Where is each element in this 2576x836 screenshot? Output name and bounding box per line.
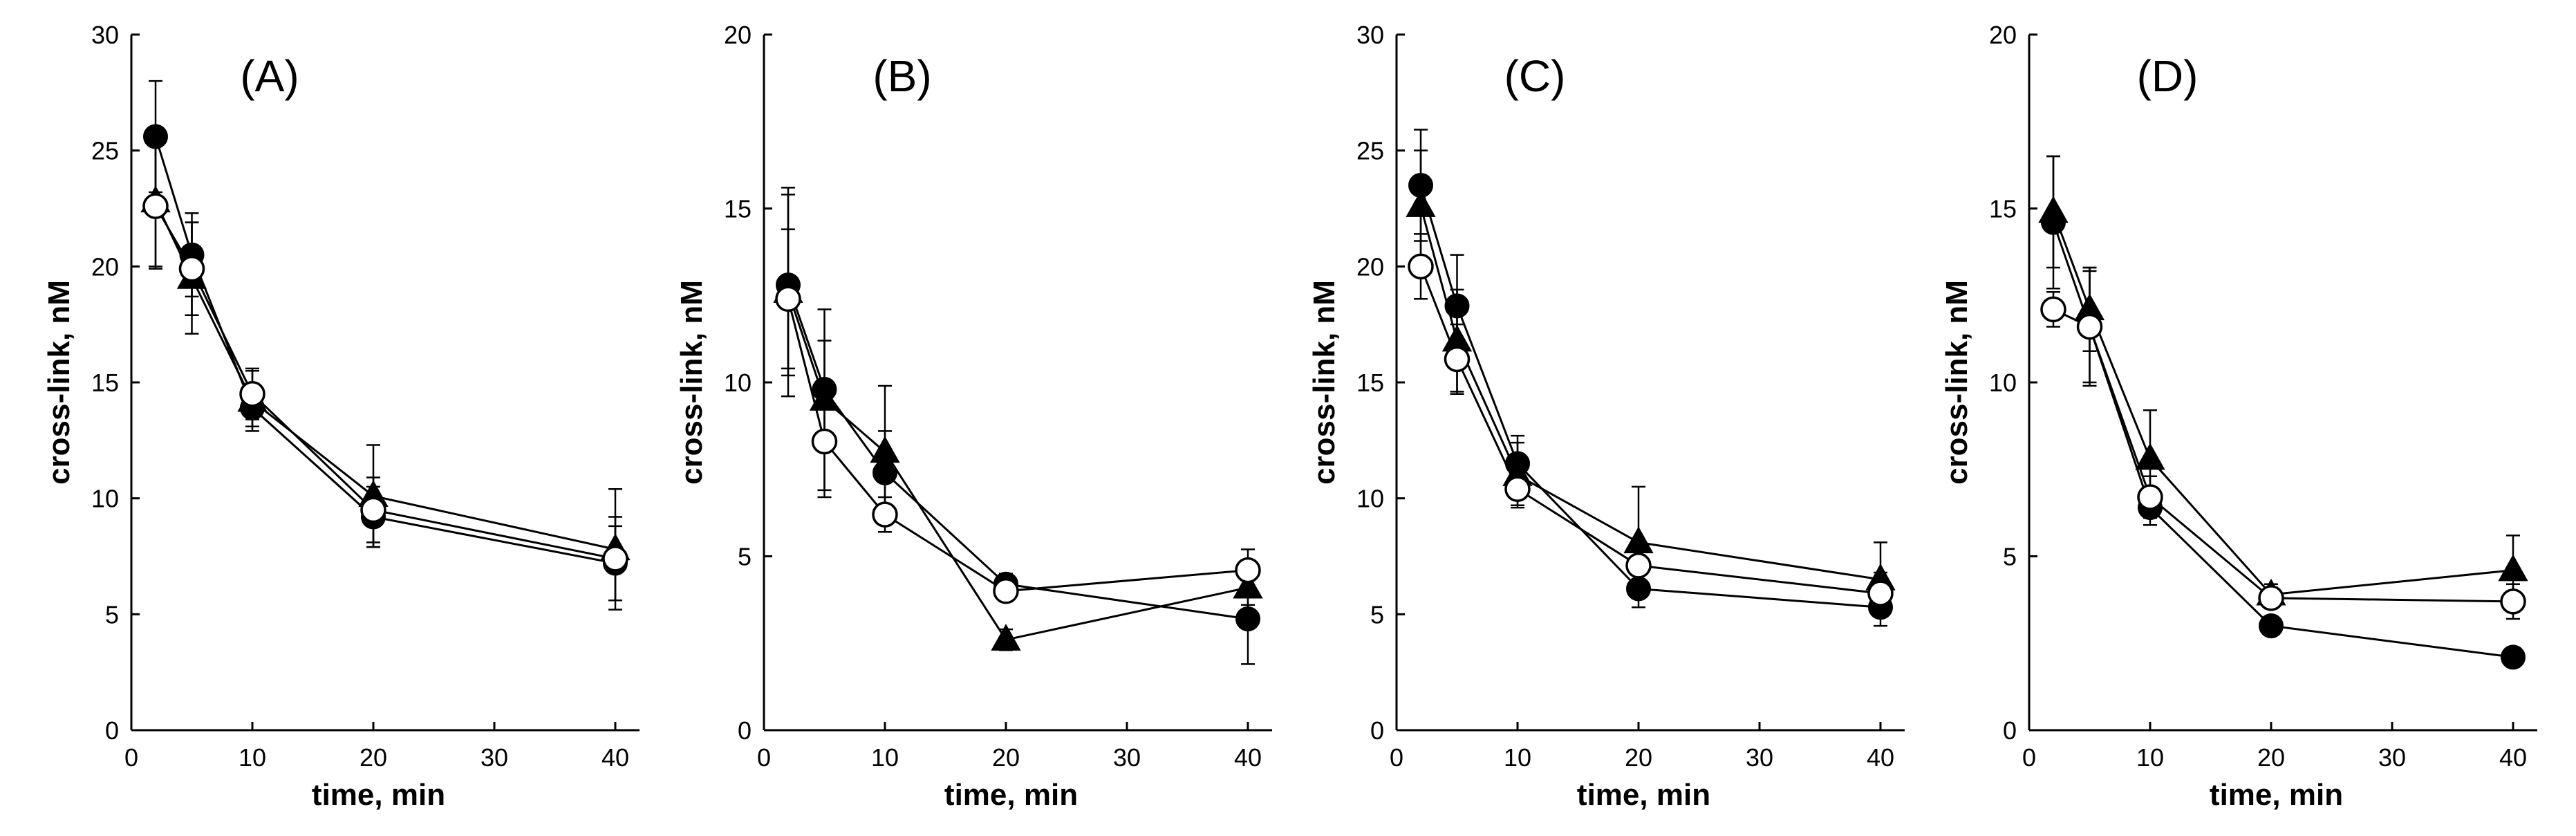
panel-c-filled-triangle-point: [1406, 190, 1436, 217]
panel-b-x-axis-title: time, min: [944, 778, 1078, 812]
panel-c-y-tick-label: 20: [1356, 252, 1384, 281]
panel-c-open-circle-point: [1408, 253, 1434, 280]
panel-b-y-tick-label: 10: [724, 369, 752, 397]
panel-c-y-tick-label: 25: [1356, 137, 1384, 165]
panel-c-x-tick-label: 0: [1390, 743, 1403, 772]
panel-c-x-axis-title: time, min: [1577, 778, 1710, 812]
panel-b-x-tick-label: 10: [871, 743, 899, 772]
panel-d-x-tick-label: 10: [2136, 743, 2164, 772]
panel-b-open-circle-point: [775, 286, 801, 313]
panel-d-y-tick-label: 20: [1989, 21, 2017, 49]
panel-b-y-tick-label: 20: [724, 21, 752, 49]
panel-d-filled-triangle-point: [2498, 554, 2528, 582]
panel-a-x-tick-label: 40: [601, 743, 629, 772]
panel-c-open-circle-point: [1444, 346, 1471, 373]
panel-b-y-tick-label: 15: [724, 195, 752, 223]
panel-a-title: (A): [240, 51, 299, 101]
panel-b-x-tick-label: 30: [1113, 743, 1141, 772]
panel-d-y-tick-label: 5: [2003, 543, 2017, 571]
panel-d-filled-circle-point: [2259, 613, 2284, 639]
panel-b-open-circle-point: [811, 428, 838, 455]
panel-b-open-circle-point: [1235, 557, 1261, 584]
panel-b-y-tick-label: 0: [738, 716, 752, 745]
panel-b-filled-circle-line: [787, 284, 1249, 620]
panel-a-open-circle-point: [602, 546, 628, 572]
panel-c-x-tick-label: 10: [1504, 743, 1531, 772]
panel-c-y-tick-label: 5: [1370, 600, 1384, 629]
panel-a-y-tick-label: 25: [91, 137, 119, 165]
panel-d-filled-circle-line: [2052, 222, 2514, 658]
panel-c-y-tick-label: 0: [1370, 716, 1384, 745]
panel-d-x-tick-label: 30: [2378, 743, 2406, 772]
panel-c: 0 5 10 15 20 25 30 0 10 20 30 40 time, min cross-link…: [1307, 21, 1905, 812]
panel-d-y-axis-title: cross-link, nM: [1940, 280, 1974, 485]
panel-d: 0 5 10 15 20 0 10 20 30 40 time, min cross-link, nM…: [1940, 21, 2537, 812]
panel-a-x-axis-title: time, min: [312, 778, 445, 812]
panel-b-filled-triangle-point: [991, 624, 1021, 651]
panel-a-open-circle-point: [142, 193, 169, 219]
panel-d-open-circle-point: [2500, 588, 2526, 615]
panel-d-filled-triangle-point: [2135, 443, 2165, 470]
panel-a-y-axis-title: cross-link, nM: [42, 280, 76, 485]
panel-d-filled-triangle-point: [2038, 196, 2069, 223]
panel-d-x-axis-title: time, min: [2210, 778, 2343, 812]
panel-c-open-circle-point: [1504, 476, 1531, 503]
panel-a: 0 5 10 15 20 25 30 0 10 20 30 40 time, min cross-link…: [42, 21, 640, 812]
panel-a-x-tick-label: 20: [360, 743, 387, 772]
panel-c-open-circle-point: [1625, 552, 1652, 579]
panel-a-y-tick-label: 5: [105, 600, 119, 629]
panel-b-title: (B): [872, 51, 931, 101]
panel-a-y-tick-label: 15: [91, 369, 119, 397]
panel-b-y-axis-title: cross-link, nM: [675, 280, 709, 485]
panel-a-open-circle-point: [239, 381, 265, 407]
panel-a-x-tick-label: 10: [239, 743, 266, 772]
panel-b-filled-circle-point: [1235, 606, 1260, 632]
panel-b-y-tick-label: 5: [738, 543, 752, 571]
panel-d-open-circle-point: [2137, 484, 2163, 510]
panel-d-filled-triangle-line: [2052, 212, 2514, 596]
panel-c-x-tick-label: 30: [1746, 743, 1773, 772]
panel-a-y-tick-label: 0: [105, 716, 119, 745]
panel-a-open-circle-point: [360, 496, 386, 523]
panel-a-x-tick-label: 30: [480, 743, 508, 772]
panel-a-y-tick-label: 20: [91, 252, 119, 281]
panel-a-open-circle-point: [178, 255, 205, 282]
panel-c-x-tick-label: 40: [1867, 743, 1894, 772]
panel-b-filled-triangle-point: [870, 436, 900, 463]
panel-c-y-tick-label: 30: [1356, 21, 1384, 49]
panel-a-x-tick-label: 0: [124, 743, 138, 772]
panel-c-y-tick-label: 10: [1356, 485, 1384, 513]
panel-b-x-tick-label: 20: [992, 743, 1020, 772]
panel-b: 0 5 10 15 20 0 10 20 30 40 time, min cross-link, nM…: [675, 21, 1272, 812]
panel-d-y-tick-label: 0: [2003, 716, 2017, 745]
panel-a-filled-triangle-line: [154, 201, 616, 550]
panel-c-y-axis-title: cross-link, nM: [1307, 280, 1341, 485]
panel-a-y-tick-label: 10: [91, 485, 119, 513]
panel-d-x-tick-label: 20: [2257, 743, 2285, 772]
panel-d-filled-circle-point: [2501, 644, 2526, 670]
panel-b-open-circle-point: [993, 578, 1019, 604]
panel-d-open-circle-point: [2040, 296, 2066, 323]
panel-b-x-tick-label: 40: [1234, 743, 1262, 772]
panel-c-open-circle-point: [1867, 580, 1894, 606]
panel-b-x-tick-label: 0: [757, 743, 771, 772]
panel-b-open-circle-line: [787, 298, 1249, 593]
panel-c-y-tick-label: 15: [1356, 369, 1384, 397]
panel-d-x-tick-label: 40: [2499, 743, 2527, 772]
panel-c-x-tick-label: 20: [1625, 743, 1652, 772]
panel-d-open-circle-line: [2053, 308, 2514, 603]
panel-c-title: (C): [1504, 51, 1566, 101]
panel-d-y-tick-label: 15: [1989, 195, 2017, 223]
panel-a-y-tick-label: 30: [91, 21, 119, 49]
panel-b-open-circle-point: [872, 501, 898, 528]
panel-d-open-circle-point: [2258, 585, 2284, 611]
panel-d-x-tick-label: 0: [2022, 743, 2036, 772]
panel-d-open-circle-point: [2076, 313, 2103, 340]
panel-d-y-tick-label: 10: [1989, 369, 2017, 397]
panel-d-title: (D): [2137, 51, 2199, 101]
